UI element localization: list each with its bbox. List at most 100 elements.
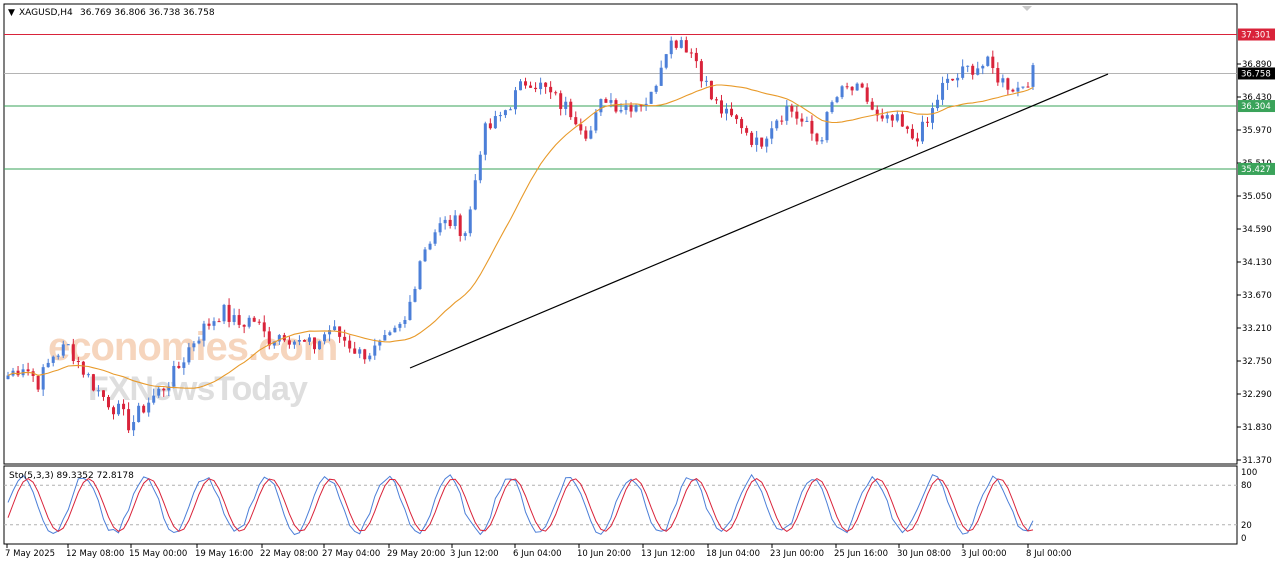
bear-candle (865, 87, 869, 102)
bull-candle (503, 110, 507, 116)
price-badge (1238, 162, 1275, 175)
bull-candle (418, 261, 422, 289)
bear-candle (162, 388, 166, 391)
price-badge (1238, 28, 1275, 41)
bear-candle (217, 321, 221, 323)
bull-candle (403, 319, 407, 324)
time-tick-label: 8 Jul 00:00 (1026, 549, 1072, 559)
bull-candle (433, 232, 437, 244)
price-badges: 37.301 36.758 36.304 35.427 (1238, 28, 1275, 175)
bull-candle (976, 68, 980, 75)
bull-candle (292, 341, 296, 345)
bull-candle (981, 65, 985, 69)
bear-candle (81, 361, 85, 375)
ascending-trendline[interactable] (409, 73, 1109, 369)
bull-candle (493, 116, 497, 129)
time-tick-label: 22 May 08:00 (260, 549, 318, 559)
time-tick-label: 15 May 00:00 (129, 549, 187, 559)
bull-candle (679, 40, 683, 48)
bear-candle (991, 56, 995, 69)
bear-candle (458, 215, 462, 236)
bear-candle (910, 128, 914, 139)
stochastic-panel[interactable] (3, 465, 1238, 545)
bear-candle (1011, 89, 1015, 92)
stochastic-scale-label: 0 (1241, 534, 1246, 544)
bull-candle (56, 355, 60, 357)
bear-candle (870, 101, 874, 110)
bear-candle (574, 117, 578, 125)
price-badge-label: 35.427 (1241, 165, 1271, 175)
bull-candle (86, 374, 90, 376)
bull-candle (986, 56, 990, 66)
bear-candle (740, 119, 744, 129)
bear-candle (227, 304, 231, 322)
bear-candle (448, 219, 452, 226)
bear-candle (287, 340, 291, 345)
bull-candle (6, 375, 10, 380)
bear-candle (529, 85, 533, 88)
candlestick-series (6, 36, 1035, 437)
bull-candle (413, 288, 417, 302)
bear-candle (735, 115, 739, 120)
bear-candle (343, 336, 347, 341)
bull-candle (307, 337, 311, 342)
stochastic-scale-label: 20 (1241, 521, 1252, 531)
bear-candle (745, 128, 749, 133)
price-tick-label: 33.670 (1242, 291, 1272, 301)
bull-candle (428, 243, 432, 250)
bull-candle (624, 105, 628, 111)
time-tick-label: 29 May 20:00 (387, 549, 445, 559)
bear-candle (730, 108, 734, 116)
time-tick-label: 27 May 04:00 (322, 549, 380, 559)
ohlc-readout: 36.769 36.806 36.738 36.758 (80, 8, 215, 18)
bear-candle (639, 105, 643, 107)
bull-candle (498, 115, 502, 117)
bear-candle (629, 105, 633, 112)
bear-candle (674, 40, 678, 48)
price-tick-label: 32.290 (1242, 390, 1272, 400)
time-tick-label: 6 Jun 04:00 (513, 549, 562, 559)
bull-candle (539, 82, 543, 90)
bear-candle (142, 405, 146, 413)
collapse-arrow-icon[interactable]: ▼ (8, 8, 15, 18)
stochastic-label: Sto(5,3,3) 89.3352 72.8178 (9, 471, 134, 481)
bear-candle (915, 138, 919, 142)
bear-candle (71, 344, 75, 362)
bear-candle (800, 118, 804, 122)
bear-candle (353, 348, 357, 354)
shift-marker-icon[interactable] (1022, 6, 1032, 11)
price-tick-label: 35.970 (1242, 126, 1272, 136)
bull-candle (669, 40, 673, 55)
bear-candle (112, 407, 116, 415)
price-tick-label: 36.430 (1242, 93, 1272, 103)
time-tick-label: 30 Jun 08:00 (897, 549, 951, 559)
bull-candle (117, 403, 121, 415)
bull-candle (785, 105, 789, 121)
bull-candle (277, 335, 281, 342)
bull-candle (609, 100, 613, 103)
bear-candle (709, 80, 713, 100)
bear-candle (875, 109, 879, 116)
bear-candle (790, 105, 794, 112)
bear-candle (16, 370, 20, 376)
time-tick-label: 7 May 2025 (5, 549, 55, 559)
bear-candle (614, 100, 618, 112)
bear-candle (524, 81, 528, 86)
bear-candle (815, 133, 819, 142)
bull-candle (318, 341, 322, 350)
time-tick-label: 18 Jun 04:00 (706, 549, 760, 559)
price-badge-label: 36.304 (1241, 102, 1271, 112)
bull-candle (147, 402, 151, 413)
bull-candle (167, 386, 171, 391)
bear-candle (850, 86, 854, 91)
bull-candle (197, 340, 201, 344)
bear-candle (348, 340, 352, 349)
time-axis: 7 May 2025 12 May 08:00 15 May 00:00 19 May… (5, 544, 1072, 559)
bull-candle (41, 367, 45, 390)
bear-candle (91, 374, 95, 391)
watermark-fxnewstoday: FXNewsToday (88, 370, 308, 408)
bear-candle (845, 86, 849, 88)
bull-candle (956, 77, 960, 81)
bull-candle (654, 85, 658, 92)
